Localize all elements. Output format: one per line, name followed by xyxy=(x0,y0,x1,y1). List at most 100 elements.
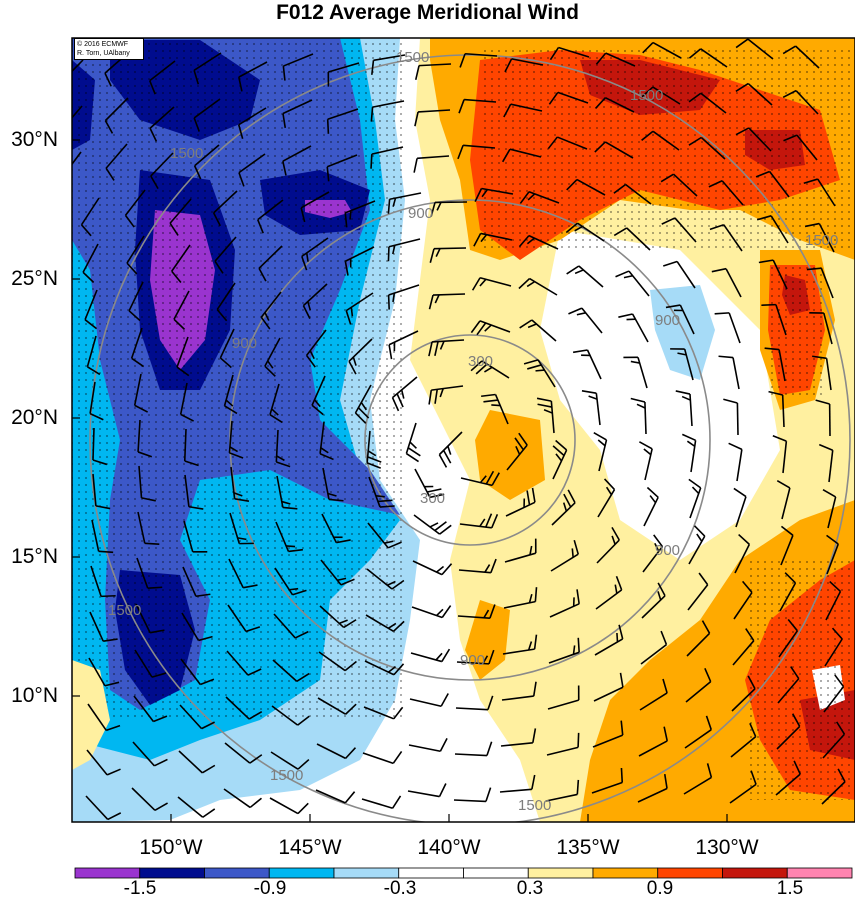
wind-barb xyxy=(642,534,664,573)
colorbar-swatch xyxy=(398,867,464,879)
wind-barb xyxy=(370,146,404,169)
wind-barb xyxy=(133,373,149,413)
lat-label: 25°N xyxy=(11,267,58,290)
wind-barb xyxy=(661,217,697,243)
wind-barb xyxy=(735,127,772,152)
wind-barb xyxy=(348,338,373,375)
wind-barb xyxy=(410,648,451,663)
wind-barb xyxy=(130,327,145,368)
wind-barb xyxy=(224,742,263,764)
wind-barb xyxy=(414,109,451,127)
credit-box: © 2016 ECMWF R. Torn, UAlbany xyxy=(74,38,144,60)
wind-barb xyxy=(809,311,833,345)
wind-barb xyxy=(640,630,668,665)
wind-barb xyxy=(688,136,726,160)
wind-barb xyxy=(545,779,580,802)
wind-barb xyxy=(128,281,144,322)
colorbar-swatch xyxy=(527,867,594,879)
wind-barb xyxy=(500,728,537,747)
wind-barb xyxy=(320,559,355,586)
wind-barb xyxy=(226,650,262,676)
wind-barb xyxy=(137,511,160,546)
stipple-positive-e xyxy=(768,265,825,395)
colorbar-label: 1.5 xyxy=(776,878,804,899)
wind-barb xyxy=(344,200,376,228)
wind-barb xyxy=(776,479,791,520)
wind-barb xyxy=(688,92,727,114)
wind-barb xyxy=(131,787,168,811)
wind-barb xyxy=(551,489,576,526)
colorbar-swatch xyxy=(722,867,788,879)
wind-barb xyxy=(549,46,590,61)
contour-label: 1500 xyxy=(108,602,141,619)
wind-barb xyxy=(363,706,404,720)
contour-label: 300 xyxy=(420,490,445,507)
wind-barb xyxy=(595,52,636,67)
wind-barb xyxy=(133,695,168,723)
lon-label: 130°W xyxy=(695,836,759,859)
wind-barb xyxy=(630,397,647,435)
wind-barb xyxy=(772,434,788,474)
wind-barb xyxy=(184,474,204,510)
wind-barb xyxy=(238,153,266,187)
lon-label: 135°W xyxy=(556,836,620,859)
wind-barb xyxy=(822,721,846,759)
wind-barb xyxy=(301,237,329,271)
wind-barb xyxy=(775,760,801,796)
wind-barb xyxy=(193,144,220,180)
wind-barb xyxy=(780,525,794,566)
wind-barb xyxy=(354,384,372,424)
wind-barb xyxy=(777,666,800,704)
wind-barb xyxy=(723,398,739,436)
wind-barb xyxy=(302,283,328,320)
colorbar-swatch xyxy=(657,867,723,879)
wind-barb xyxy=(319,421,334,461)
colorbar-swatch xyxy=(74,867,141,879)
colorbar-swatch xyxy=(204,867,270,879)
wind-barb xyxy=(428,293,466,310)
wind-barb xyxy=(362,750,403,765)
wind-barb xyxy=(732,628,755,666)
wind-barb xyxy=(733,580,753,620)
colorbar-swatch xyxy=(139,867,205,879)
wind-barb xyxy=(591,767,624,794)
wind-barb xyxy=(455,695,494,711)
wind-barb xyxy=(639,678,668,711)
wind-barb xyxy=(778,618,799,658)
wind-barb xyxy=(429,247,467,263)
wind-barb xyxy=(687,572,709,611)
wind-barb xyxy=(470,360,510,379)
wind-barb xyxy=(474,187,514,202)
wind-barb xyxy=(237,107,267,139)
wind-barb xyxy=(361,795,402,809)
wind-barb xyxy=(176,336,190,377)
wind-barb xyxy=(670,348,694,381)
wind-barb xyxy=(407,783,447,798)
wind-barb xyxy=(806,267,834,299)
wind-barb xyxy=(72,59,84,73)
wind-barb xyxy=(179,704,215,730)
wind-barb xyxy=(613,227,651,251)
wind-barb xyxy=(593,672,624,702)
wind-barb xyxy=(662,260,696,289)
wind-barb xyxy=(818,443,834,483)
wind-barb xyxy=(683,763,713,795)
wind-barb xyxy=(782,45,820,69)
wind-barb xyxy=(365,614,405,633)
wind-barb xyxy=(641,130,680,151)
wind-barb xyxy=(826,534,839,575)
wind-barb xyxy=(86,335,101,376)
wind-barb xyxy=(637,774,668,803)
wind-barb xyxy=(825,580,842,621)
wind-barb xyxy=(177,796,216,818)
wind-barb xyxy=(688,48,728,68)
wind-barb xyxy=(685,667,712,703)
wind-barb xyxy=(193,98,221,132)
wind-barb xyxy=(550,539,579,572)
wind-barb xyxy=(822,489,837,529)
wind-barb xyxy=(454,741,493,757)
wind-barb xyxy=(282,53,314,81)
wind-barb xyxy=(183,428,199,467)
wind-barb xyxy=(136,557,163,589)
wind-barb xyxy=(470,320,511,336)
